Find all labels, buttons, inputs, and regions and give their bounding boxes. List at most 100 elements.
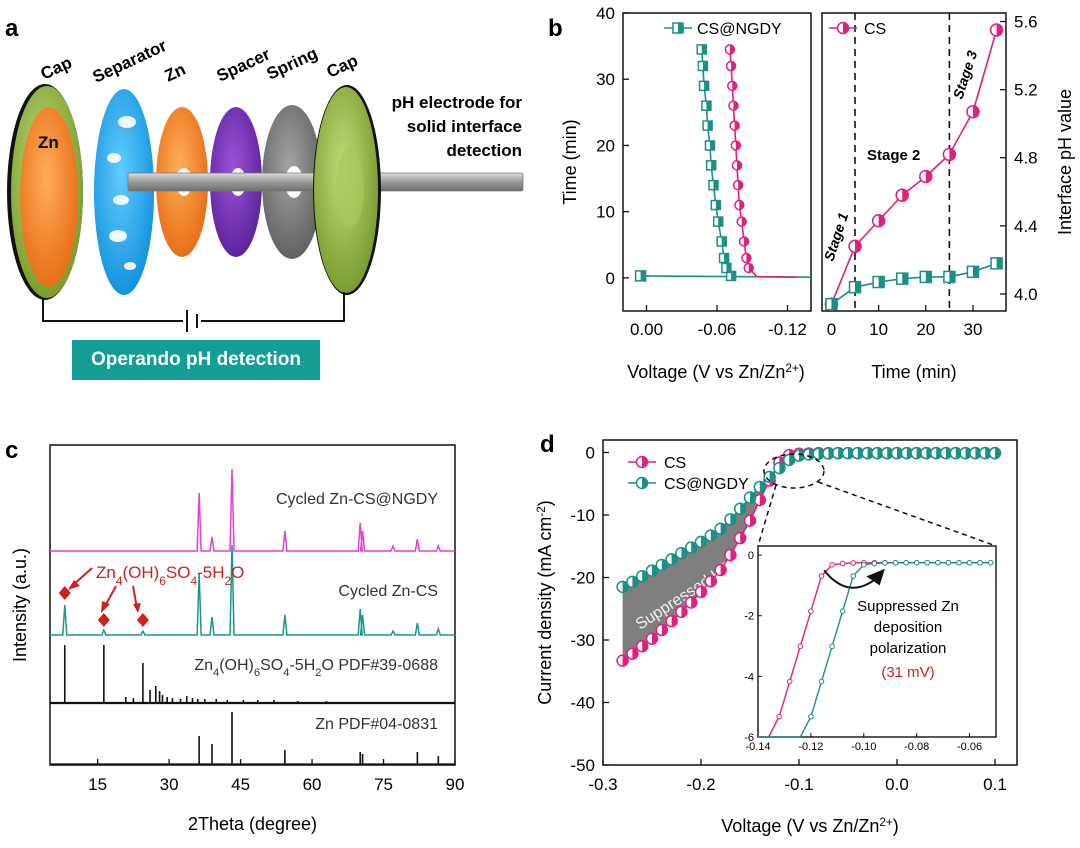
b-right-point-cs <box>966 105 980 119</box>
c-ylabel: Intensity (a.u.) <box>10 548 30 662</box>
d-ytick-label: -30 <box>570 631 595 650</box>
d-point-ngdy-fill <box>897 447 903 459</box>
d-point-ngdy-fill <box>652 565 658 577</box>
b-right-xtick-label: 10 <box>869 320 888 339</box>
d-point-ngdy <box>773 461 786 475</box>
d-point-cs-fill <box>720 564 727 576</box>
d-inset-ytick-label: -4 <box>744 671 754 683</box>
d-point-ngdy-fill <box>975 447 981 459</box>
b-left-point-ngdy-fill <box>711 160 716 170</box>
b-left-ylabel: Time (min) <box>560 119 580 204</box>
b-left-point-cs-fill <box>736 160 742 170</box>
c-xtick-label: 60 <box>303 775 322 794</box>
d-point-ngdy-fill <box>681 547 687 559</box>
b-right-ytick-label: 5.6 <box>1014 13 1038 32</box>
d-inset-point-ngdy <box>818 678 825 685</box>
b-right-point-ngdy-fill <box>949 271 955 283</box>
panel-label-c: c <box>5 437 18 464</box>
d-xtick-label: 0.0 <box>885 775 909 794</box>
d-point-cs <box>645 632 659 645</box>
d-legend-marker-ngdy-fill <box>642 477 648 489</box>
b-right-xtick-label: 0 <box>827 320 836 339</box>
b-right-point-cs <box>895 188 909 202</box>
d-point-ngdy <box>851 446 865 460</box>
d-point-ngdy <box>743 491 757 504</box>
c-diamond-marker <box>58 586 71 600</box>
b-right-point-cs-fill <box>949 148 956 161</box>
d-point-ngdy-fill <box>926 447 932 459</box>
c-annotation-zn4oh6so4-part: -5H <box>197 563 224 582</box>
d-point-cs <box>626 647 639 660</box>
d-point-ngdy <box>724 513 737 526</box>
circuit-wire <box>42 292 345 332</box>
label-zn: Zn <box>162 60 189 86</box>
d-point-ngdy <box>988 446 1002 460</box>
d-point-ngdy-fill <box>955 447 962 459</box>
b-right-point-cs <box>848 239 862 254</box>
panel-d: d 0-10-20-30-40-50-0.3 -0.2 -0.1 0.0 0.1Volt… <box>535 431 1018 836</box>
d-point-cs <box>655 623 669 637</box>
d-point-cs <box>684 596 698 609</box>
d-point-ngdy-fill <box>769 471 776 483</box>
c-label-zn4oh6so4-pdf: Zn4(OH)6SO4-5H2O PDF#39-0688 <box>194 657 438 679</box>
d-inset-annotation-1: Suppressed Zn <box>857 598 959 615</box>
b-right-point-ngdy <box>966 265 980 279</box>
b-left-point-ngdy-fill <box>721 236 727 246</box>
b-left-point-ngdy-fill <box>701 44 707 54</box>
operando-ph-label: Operando pH detection <box>72 340 320 380</box>
c-label-zn4oh6so4-pdf-part: 4 <box>283 667 289 679</box>
c-xtick-label: 30 <box>160 775 179 794</box>
b-right-stage-1-label: Stage 1 <box>821 210 852 263</box>
d-point-ngdy <box>733 502 747 515</box>
d-point-ngdy-fill <box>750 492 756 503</box>
d-point-ngdy-fill <box>887 447 893 459</box>
d-inset-point-cs <box>776 713 782 720</box>
b-left-point-cs <box>730 140 742 151</box>
electrode-label-1: pH electrode for <box>392 93 523 112</box>
d-point-ngdy <box>655 558 669 572</box>
d-inset-xtick-label: -0.14 <box>745 741 770 753</box>
c-label-zn4oh6so4-pdf-part: 6 <box>254 667 260 679</box>
b-left-legend-marker <box>672 22 684 34</box>
b-left-point-ngdy-fill <box>718 217 723 227</box>
d-point-cs-fill <box>730 549 736 561</box>
d-point-ngdy-fill <box>710 530 717 542</box>
d-point-ngdy <box>704 529 718 542</box>
d-point-cs-fill <box>750 515 756 527</box>
d-point-ngdy <box>665 553 678 566</box>
b-left-point-ngdy-fill <box>707 121 713 131</box>
d-inset-point-cs <box>850 560 857 566</box>
d-point-ngdy-fill <box>838 447 844 459</box>
b-left-point-ngdy <box>710 199 722 211</box>
d-point-ngdy-fill <box>730 513 736 525</box>
d-point-ngdy-fill <box>740 503 746 515</box>
d-inset-point-ngdy <box>935 559 941 566</box>
panel-c: c 15 30 45 60 75 90 2Theta (degree) Intensity (… <box>5 437 464 834</box>
d-point-cs-fill <box>701 586 707 598</box>
b-right-point-ngdy <box>825 297 838 311</box>
d-point-ngdy <box>969 446 982 460</box>
d-ytick-label: -50 <box>570 756 595 775</box>
d-inset-point-ngdy <box>987 559 994 566</box>
d-inset-point-cs <box>786 678 793 685</box>
d-inset-xtick-label: -0.06 <box>957 741 982 753</box>
d-point-cs-fill <box>652 633 658 645</box>
c-annotation-zn4oh6so4-part: 4 <box>116 574 123 588</box>
d-inset-point-cs <box>818 573 825 579</box>
d-inset-xtick-label: -0.12 <box>798 741 823 753</box>
d-point-ngdy <box>782 453 796 467</box>
b-right-xlabel: Time (min) <box>871 362 956 382</box>
b-left-point-cs <box>724 44 736 55</box>
b-left-point-cs <box>732 179 744 191</box>
b-left-xtick-label: 0.00 <box>630 320 663 339</box>
d-inset-xtick-label: -0.08 <box>904 741 929 753</box>
c-label-zn4oh6so4-pdf-part: Zn <box>194 657 213 674</box>
c-arrowhead-3 <box>133 603 141 613</box>
d-point-cs-fill <box>681 606 687 618</box>
b-left-point-ngdy <box>704 140 716 151</box>
b-left-point-ngdy-fill <box>731 271 736 281</box>
b-right-stage-2-label: Stage 2 <box>867 147 920 164</box>
d-point-ngdy <box>675 546 688 560</box>
b-left-point-cs-fill <box>741 217 747 227</box>
d-point-cs-fill <box>642 640 648 652</box>
